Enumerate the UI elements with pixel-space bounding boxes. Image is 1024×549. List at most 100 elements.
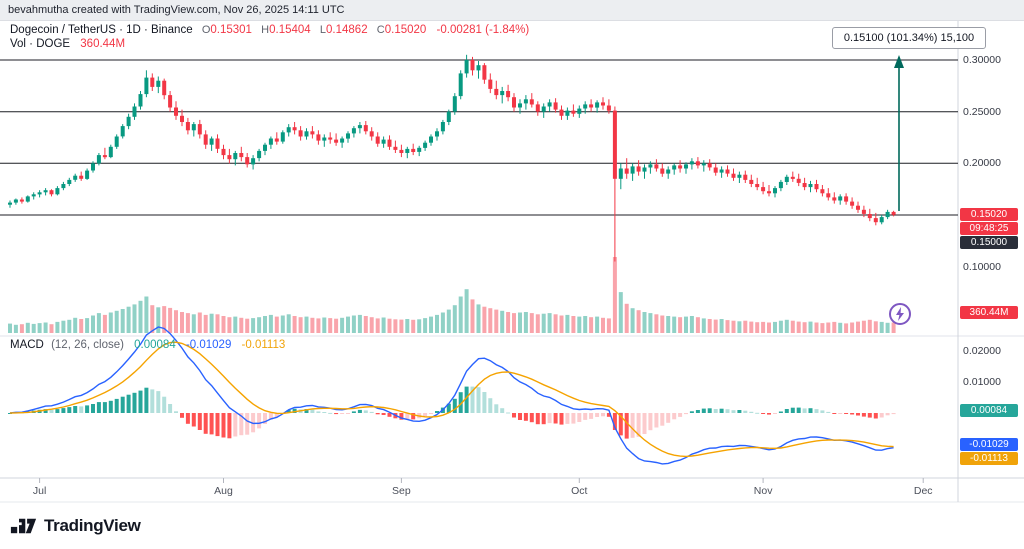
candle-body <box>13 199 18 203</box>
macd-hist-badge: 0.00084 <box>960 403 1018 417</box>
volume-bar <box>725 320 730 333</box>
candle-body <box>233 153 238 160</box>
macd-histogram-bar <box>506 412 511 414</box>
macd-histogram-bar <box>233 413 238 437</box>
candle-body <box>37 192 42 195</box>
month-label: Oct <box>571 485 588 497</box>
volume-bar <box>606 318 611 333</box>
volume-label[interactable]: Vol · DOGE <box>10 38 71 50</box>
volume-bar <box>257 317 262 333</box>
candle-body <box>660 168 665 174</box>
volume-bar <box>541 313 546 333</box>
volume-bar <box>405 319 410 333</box>
macd-histogram-bar <box>577 413 582 422</box>
volume-bar <box>96 313 101 333</box>
macd-histogram-bar <box>85 405 90 413</box>
macd-histogram-bar <box>832 413 837 414</box>
macd-histogram-bar <box>73 406 78 413</box>
macd-histogram-bar <box>435 411 439 413</box>
macd-scale-label: 0.02000 <box>963 345 1001 357</box>
candle-body <box>429 136 433 143</box>
candle-body <box>873 218 878 223</box>
volume-bar <box>523 312 528 333</box>
macd-histogram-bar <box>523 413 528 421</box>
tradingview-footer[interactable]: TradingView <box>10 511 141 541</box>
candle-body <box>102 155 107 158</box>
volume-bar <box>19 324 24 333</box>
tradingview-logo-icon <box>10 518 37 534</box>
price-projection-callout[interactable]: 0.15100 (101.34%) 15,100 <box>832 27 986 49</box>
macd-histogram-bar <box>891 413 896 415</box>
candle-body <box>375 136 380 144</box>
candle-body <box>601 102 605 106</box>
lightning-icon[interactable] <box>888 302 912 326</box>
volume-bar <box>61 320 66 333</box>
volume-bar <box>411 319 416 333</box>
candle-body <box>672 165 677 170</box>
volume-bar <box>138 300 143 333</box>
macd-histogram-bar <box>778 411 783 413</box>
volume-bar <box>648 313 653 333</box>
volume-bar <box>215 314 220 333</box>
volume-bar <box>49 324 54 333</box>
candle-body <box>292 127 297 131</box>
macd-histogram-bar <box>808 408 813 413</box>
month-label: Nov <box>753 485 773 497</box>
macd-histogram-bar <box>518 413 522 420</box>
macd-histogram-bar <box>541 413 546 425</box>
candle-body <box>162 80 167 96</box>
macd-histogram-bar <box>79 406 84 413</box>
candle-body <box>197 124 202 135</box>
volume-bar <box>203 314 208 333</box>
macd-histogram-bar <box>334 413 339 415</box>
candle-body <box>784 176 789 182</box>
close-value: 0.15020 <box>384 24 427 36</box>
macd-histogram-bar <box>488 398 493 413</box>
candle-body <box>351 128 356 134</box>
macd-histogram-bar <box>357 409 362 413</box>
volume-bar <box>126 306 131 333</box>
volume-bar <box>867 319 872 333</box>
volume-bar <box>879 321 884 333</box>
macd-histogram-bar <box>559 413 564 425</box>
volume-bar <box>150 305 155 333</box>
macd-histogram-bar <box>482 392 487 413</box>
candle-body <box>577 108 582 114</box>
volume-bar <box>114 310 119 333</box>
candle-body <box>268 138 273 145</box>
volume-bar <box>191 314 196 333</box>
candle-body <box>595 102 600 108</box>
volume-bar <box>55 321 60 333</box>
volume-bar <box>233 316 238 333</box>
macd-histogram-bar <box>796 407 801 413</box>
macd-histogram-bar <box>814 409 819 413</box>
volume-bar <box>630 308 635 333</box>
symbol-title[interactable]: Dogecoin / TetherUS · 1D · Binance <box>10 24 193 36</box>
candle-body <box>802 183 807 188</box>
candle-body <box>251 158 256 165</box>
volume-bar <box>322 317 327 333</box>
candle-body <box>464 60 469 74</box>
macd-histogram-bar <box>67 407 72 413</box>
candle-body <box>126 116 131 127</box>
volume-bar <box>67 319 72 333</box>
macd-histogram-bar <box>55 409 60 413</box>
macd-histogram-bar <box>838 413 843 414</box>
macd-histogram-bar <box>500 408 505 413</box>
volume-bar <box>381 317 386 333</box>
volume-bar <box>399 319 404 333</box>
volume-bar <box>832 321 837 333</box>
candle-body <box>861 209 866 214</box>
volume-bar <box>435 314 439 333</box>
volume-bar <box>316 318 321 333</box>
macd-histogram-bar <box>666 413 671 423</box>
macd-histogram-bar <box>618 413 623 436</box>
candle-body <box>500 91 505 96</box>
macd-histogram-bar <box>274 413 279 417</box>
macd-histogram-bar <box>144 387 149 413</box>
volume-bar <box>298 317 303 333</box>
candle-body <box>844 196 849 202</box>
volume-bar <box>429 316 433 333</box>
macd-indicator-title[interactable]: MACD <box>10 339 44 351</box>
